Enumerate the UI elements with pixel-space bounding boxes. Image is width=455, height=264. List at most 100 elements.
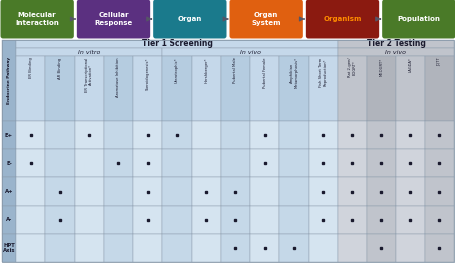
Bar xyxy=(308,149,337,177)
Bar xyxy=(250,56,279,121)
Text: JQTT: JQTT xyxy=(436,58,440,66)
Bar xyxy=(45,206,74,234)
Bar xyxy=(104,56,133,121)
Bar xyxy=(104,206,133,234)
Bar xyxy=(220,234,250,262)
Bar xyxy=(133,206,162,234)
Bar xyxy=(74,56,104,121)
Bar xyxy=(279,206,308,234)
Bar xyxy=(395,206,424,234)
Bar xyxy=(74,177,104,206)
Bar xyxy=(366,177,395,206)
Bar xyxy=(250,234,279,262)
Bar xyxy=(366,56,395,121)
Bar xyxy=(45,177,74,206)
Bar xyxy=(220,177,250,206)
Bar xyxy=(337,234,366,262)
Bar xyxy=(220,206,250,234)
Bar xyxy=(308,234,337,262)
Bar xyxy=(191,121,220,149)
Text: A-: A- xyxy=(6,217,12,222)
Bar xyxy=(133,234,162,262)
Bar xyxy=(104,149,133,177)
Bar xyxy=(395,149,424,177)
Bar xyxy=(308,56,337,121)
FancyBboxPatch shape xyxy=(0,0,74,39)
Bar xyxy=(424,121,453,149)
Bar xyxy=(74,149,104,177)
Text: A+: A+ xyxy=(5,189,13,194)
Bar xyxy=(2,40,453,262)
Bar xyxy=(16,206,45,234)
Bar xyxy=(162,56,191,121)
Bar xyxy=(104,234,133,262)
Bar xyxy=(2,177,16,206)
Bar xyxy=(220,121,250,149)
Text: Pubertal Male: Pubertal Male xyxy=(233,58,237,83)
Bar xyxy=(395,177,424,206)
Bar xyxy=(191,234,220,262)
Bar xyxy=(308,121,337,149)
Bar xyxy=(162,121,191,149)
FancyBboxPatch shape xyxy=(153,0,226,39)
FancyBboxPatch shape xyxy=(229,0,302,39)
Bar xyxy=(16,177,45,206)
Text: Uterotrophic*: Uterotrophic* xyxy=(175,58,178,83)
Bar xyxy=(395,234,424,262)
Bar xyxy=(16,121,45,149)
Bar xyxy=(191,177,220,206)
Bar xyxy=(424,206,453,234)
Text: In vivo: In vivo xyxy=(239,50,260,54)
Bar xyxy=(45,234,74,262)
Text: Tier 1 Screening: Tier 1 Screening xyxy=(141,40,212,49)
Bar xyxy=(191,149,220,177)
Bar xyxy=(191,56,220,121)
Bar xyxy=(308,177,337,206)
Bar xyxy=(133,177,162,206)
Bar xyxy=(366,121,395,149)
Text: E+: E+ xyxy=(5,133,13,138)
Bar xyxy=(2,206,16,234)
Text: MEOGRT*: MEOGRT* xyxy=(379,58,383,76)
Bar xyxy=(104,121,133,149)
Bar xyxy=(424,177,453,206)
Bar xyxy=(2,40,16,121)
Bar xyxy=(337,48,453,56)
Text: In vitro: In vitro xyxy=(78,50,100,54)
FancyBboxPatch shape xyxy=(381,0,455,39)
Bar xyxy=(424,234,453,262)
Bar xyxy=(162,48,337,56)
Bar xyxy=(337,56,366,121)
Bar xyxy=(2,234,16,262)
Bar xyxy=(162,234,191,262)
Text: Steroidogenesis*: Steroidogenesis* xyxy=(146,58,149,90)
Bar xyxy=(424,56,453,121)
Bar xyxy=(133,149,162,177)
Bar xyxy=(337,149,366,177)
Bar xyxy=(366,234,395,262)
Bar xyxy=(366,206,395,234)
Bar xyxy=(395,121,424,149)
Bar xyxy=(250,206,279,234)
Bar xyxy=(279,177,308,206)
Bar xyxy=(133,121,162,149)
Bar xyxy=(162,149,191,177)
Text: ER Binding: ER Binding xyxy=(29,58,33,78)
Bar xyxy=(366,149,395,177)
Bar xyxy=(220,149,250,177)
Bar xyxy=(104,177,133,206)
Text: Pubertal Female: Pubertal Female xyxy=(262,58,266,88)
Text: Molecular
Interaction: Molecular Interaction xyxy=(15,12,59,26)
Bar xyxy=(337,40,453,48)
FancyBboxPatch shape xyxy=(305,0,379,39)
Text: Organ
System: Organ System xyxy=(251,12,280,26)
Bar xyxy=(74,121,104,149)
Bar xyxy=(74,234,104,262)
Text: E-: E- xyxy=(6,161,12,166)
Bar xyxy=(250,121,279,149)
Text: Cellular
Response: Cellular Response xyxy=(94,12,132,26)
Text: Tier 2 Testing: Tier 2 Testing xyxy=(366,40,425,49)
Bar xyxy=(45,121,74,149)
Bar xyxy=(133,56,162,121)
Bar xyxy=(308,206,337,234)
